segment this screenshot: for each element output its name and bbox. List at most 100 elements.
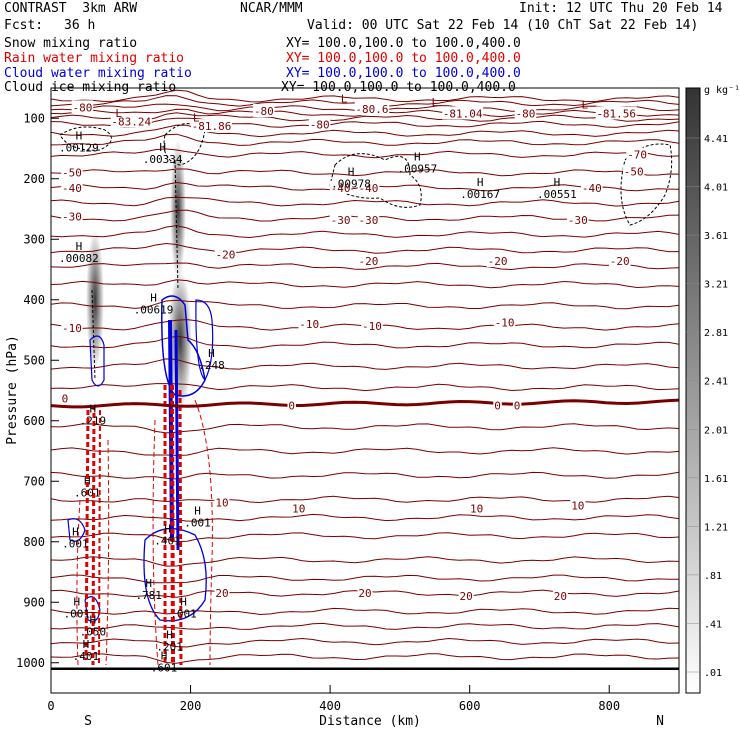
cloud-water-contour bbox=[89, 335, 105, 387]
label-knockout bbox=[514, 106, 537, 120]
high-marker: H bbox=[76, 129, 83, 142]
temperature-label: 20 bbox=[460, 590, 473, 603]
label-knockout bbox=[61, 321, 83, 335]
temperature-label: -81.86 bbox=[192, 120, 232, 133]
label-knockout bbox=[581, 180, 603, 194]
label-knockout bbox=[442, 106, 484, 120]
temperature-label: -10 bbox=[362, 320, 382, 333]
temperature-contours bbox=[51, 89, 679, 664]
rain-contour bbox=[76, 499, 81, 666]
extremum-value: .248 bbox=[198, 359, 225, 372]
rain-contour bbox=[105, 439, 110, 666]
temperature-label: 10 bbox=[215, 496, 228, 509]
snow-shading-left bbox=[86, 230, 104, 370]
temperature-label: 20 bbox=[554, 590, 567, 603]
temperature-label: -20 bbox=[610, 255, 630, 268]
ice-contour bbox=[91, 289, 96, 381]
label-knockout bbox=[552, 589, 568, 603]
label-knockout bbox=[486, 254, 509, 268]
high-marker: H bbox=[348, 166, 355, 179]
temperature-contour-line bbox=[51, 383, 679, 392]
high-marker: H bbox=[74, 595, 81, 608]
temperature-contour-line bbox=[51, 133, 679, 146]
extremum-value: .219 bbox=[80, 414, 107, 427]
x-tick-label: 600 bbox=[459, 699, 481, 713]
extrema-labels: L LL L LH.00129 H.00334H.00082H.00978H.00957… bbox=[59, 93, 588, 675]
valid-time: Valid: 00 UTC Sat 22 Feb 14 (10 ChT Sat … bbox=[307, 18, 699, 33]
high-marker: H bbox=[161, 650, 168, 663]
snow-shading-mid bbox=[168, 270, 192, 410]
temperature-label: 20 bbox=[358, 587, 371, 600]
temperature-contour-line bbox=[51, 89, 679, 103]
extremum-value: .001 bbox=[184, 517, 211, 530]
label-knockout bbox=[214, 586, 230, 600]
y-tick-label: 900 bbox=[23, 595, 45, 609]
rain-contour bbox=[194, 399, 213, 666]
low-marker: L bbox=[341, 93, 348, 106]
temperature-contour-line bbox=[51, 607, 679, 616]
forecast-label: Fcst: bbox=[4, 18, 44, 33]
model-title: CONTRAST 3km ARW bbox=[4, 1, 138, 16]
colorbar-label: 4.01 bbox=[704, 183, 728, 194]
colorbar-label: .01 bbox=[704, 668, 722, 679]
low-marker: L bbox=[581, 99, 588, 112]
colorbar-label: 1.61 bbox=[704, 474, 728, 485]
temperature-label: 0 bbox=[62, 392, 69, 405]
temperature-label: -81.56 bbox=[596, 107, 636, 120]
temperature-label: -40 bbox=[582, 182, 602, 195]
temperature-label: 10 bbox=[571, 499, 584, 512]
label-knockout bbox=[357, 586, 373, 600]
colorbar-label: 2.01 bbox=[704, 425, 728, 436]
temperature-label: -20 bbox=[488, 255, 508, 268]
label-knockout bbox=[493, 315, 516, 329]
label-knockout bbox=[354, 102, 390, 116]
label-knockout bbox=[469, 501, 485, 515]
temperature-label: 0 bbox=[288, 400, 295, 413]
extremum-value: .00957 bbox=[397, 163, 437, 176]
temperature-contour-line bbox=[51, 358, 679, 370]
extremum-value: .001 bbox=[170, 607, 197, 620]
colorbar-label: .81 bbox=[704, 571, 722, 582]
colorbar-label: 3.61 bbox=[704, 231, 728, 242]
legend-cloud-water-name: Cloud water mixing ratio bbox=[4, 66, 192, 81]
temperature-label: -10 bbox=[495, 317, 515, 330]
colorbar-label: 3.21 bbox=[704, 280, 728, 291]
high-marker: H bbox=[150, 292, 157, 305]
ice-contour bbox=[329, 153, 422, 208]
temperature-label: -50 bbox=[62, 167, 82, 180]
temperature-label: -80 bbox=[310, 118, 330, 131]
colorbar-label: 2.41 bbox=[704, 377, 728, 388]
label-knockout bbox=[626, 147, 648, 161]
high-marker: H bbox=[554, 176, 561, 189]
label-knockout bbox=[357, 254, 380, 268]
colorbar-labels: 4.41 4.01 3.61 3.21 2.81 2.41 2.01 1.61 1.21 .81.… bbox=[686, 134, 728, 679]
x-tick-label: 800 bbox=[598, 699, 620, 713]
temperature-label: -50 bbox=[624, 165, 644, 178]
temperature-label: -80 bbox=[254, 105, 274, 118]
temperature-contour-line bbox=[51, 532, 679, 543]
extremum-value: .601 bbox=[74, 486, 101, 499]
colorbar-unit: g kg⁻¹ bbox=[704, 85, 740, 96]
colorbar-label: .41 bbox=[704, 619, 722, 630]
ice-contour bbox=[59, 126, 112, 151]
hydrometeor-contours bbox=[59, 123, 673, 666]
temperature-label: -30 bbox=[568, 214, 588, 227]
temperature-label: -40 bbox=[331, 182, 351, 195]
temperature-contour-line bbox=[51, 622, 679, 630]
label-knockout bbox=[308, 117, 331, 131]
temperature-contour-line bbox=[51, 574, 679, 584]
y-tick-label: 200 bbox=[23, 172, 45, 186]
temperature-contour-line bbox=[51, 168, 679, 177]
colorbar-label: 2.81 bbox=[704, 328, 728, 339]
label-knockout bbox=[329, 212, 352, 226]
temperature-label: -40 bbox=[62, 182, 82, 195]
x-tick-label: 200 bbox=[180, 699, 202, 713]
forecast-hours: 36 h bbox=[64, 18, 96, 33]
label-knockout bbox=[512, 398, 522, 412]
label-knockout bbox=[291, 501, 307, 515]
label-knockout bbox=[110, 114, 152, 128]
ice-contour bbox=[163, 123, 206, 166]
temperature-contour-line bbox=[51, 279, 679, 289]
label-knockout bbox=[361, 318, 383, 332]
temperature-contour-line bbox=[51, 112, 679, 122]
